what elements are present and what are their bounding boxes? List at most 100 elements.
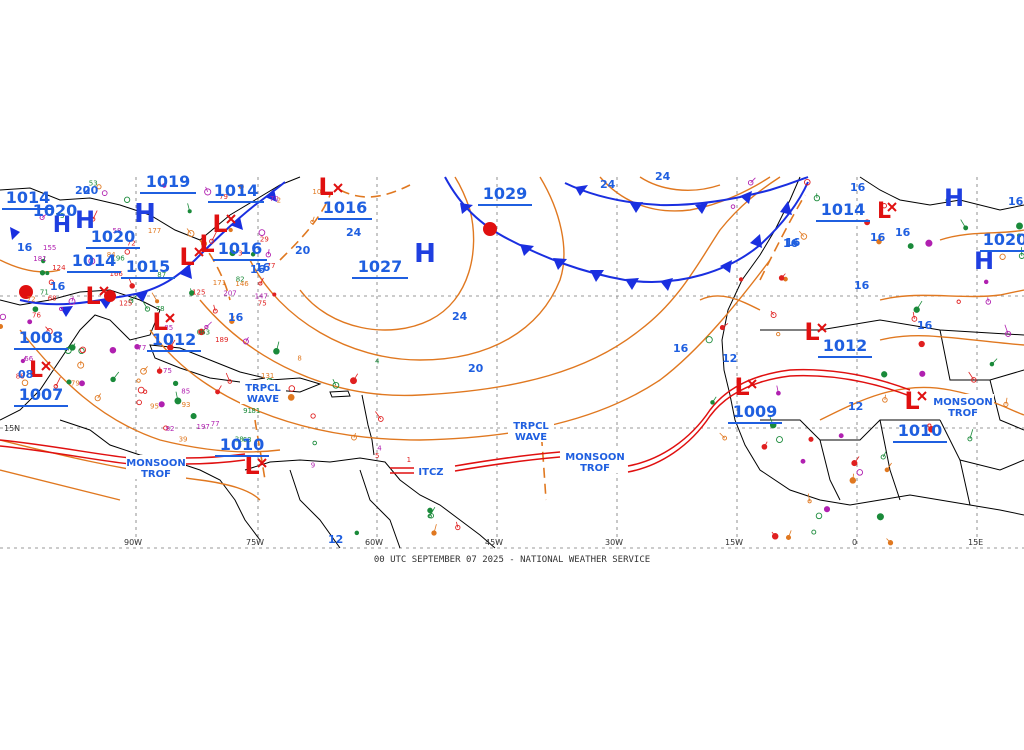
longitude-label: 15W (725, 538, 743, 547)
isobar-label: 20 (75, 184, 91, 197)
station-value: 105 (312, 188, 325, 196)
pressure-value: 1014 (214, 181, 259, 200)
wind-barb (225, 372, 231, 382)
station-value: 88 (16, 372, 25, 380)
wind-barb (886, 538, 891, 543)
station-marker (881, 371, 888, 378)
station-marker (250, 252, 256, 257)
station-marker (838, 433, 844, 439)
wind-barb (968, 371, 975, 381)
station-value: 72 (27, 296, 36, 304)
wind-barb (55, 377, 61, 387)
isobar-label: 08 (18, 368, 33, 381)
station-marker (808, 436, 814, 442)
station-value: 125 (119, 300, 132, 308)
station-marker (287, 394, 295, 401)
wind-barb (217, 385, 222, 393)
wind-barb (42, 256, 46, 262)
station-marker (377, 416, 384, 422)
station-value: 76 (32, 311, 41, 319)
monsoon-trough-label: TROF (141, 469, 171, 480)
feature-labels: TRPCL WAVE TRPCL WAVE MONSOON TROF MONSO… (126, 380, 994, 480)
wind-barb (71, 296, 74, 302)
wind-barb (1005, 397, 1008, 405)
wind-barb (143, 366, 148, 372)
wind-barb (97, 393, 102, 399)
station-marker (811, 529, 817, 535)
station-marker (776, 331, 781, 337)
station-marker (79, 346, 87, 354)
station-value: 82 (236, 275, 245, 283)
station-marker (999, 253, 1006, 260)
station-value: 84 (107, 251, 116, 259)
station-marker (880, 454, 886, 460)
wind-barb (211, 231, 217, 242)
station-marker (94, 395, 101, 402)
pressure-value: 1012 (823, 336, 868, 355)
station-marker (48, 279, 55, 285)
wind-barb (206, 321, 212, 328)
station-marker (88, 257, 96, 265)
wind-barb (187, 203, 191, 212)
station-value: 53 (89, 180, 98, 188)
station-marker (229, 250, 236, 257)
high-center-symbol: H (414, 239, 436, 269)
station-marker (27, 319, 33, 325)
isobars (0, 176, 1024, 501)
wind-barb (1004, 324, 1009, 335)
station-marker (967, 436, 973, 442)
high-center-symbol: H (53, 213, 71, 238)
station-marker (204, 324, 209, 330)
isobar-label: 16 (917, 319, 933, 332)
station-value: 146 (235, 280, 249, 288)
station-marker (158, 401, 165, 408)
wind-barb (353, 373, 359, 381)
station-marker (815, 512, 823, 520)
low-center-symbol: L (152, 308, 167, 336)
wind-barb (312, 216, 315, 223)
station-marker (136, 378, 141, 383)
low-center-symbol: L (734, 373, 749, 401)
low-center-symbol: L (877, 199, 891, 224)
station-marker (925, 239, 933, 247)
tropical-wave-label: WAVE (247, 394, 279, 405)
station-marker (68, 297, 76, 305)
low-center-symbol: L (804, 318, 819, 346)
station-marker (190, 413, 197, 420)
station-value: 93 (182, 401, 191, 409)
station-marker (209, 238, 215, 244)
station-value: 8 (297, 355, 301, 363)
isobar-label: 16 (50, 280, 66, 293)
station-marker (96, 184, 102, 190)
station-marker (227, 379, 233, 384)
map-caption: 00 UTC SEPTEMBER 07 2025 - NATIONAL WEAT… (373, 555, 651, 565)
wind-barb (456, 521, 459, 528)
tropical-wave-label: TRPCL (245, 383, 281, 394)
station-value: 87 (157, 271, 166, 279)
station-marker (312, 440, 317, 446)
station-value: 82 (166, 425, 175, 433)
longitude-label: 90W (124, 538, 142, 547)
wind-barb (45, 326, 50, 332)
wind-barb (151, 292, 158, 302)
station-value: 78 (156, 305, 165, 313)
station-marker (59, 306, 64, 311)
pressure-value: 1007 (19, 385, 64, 404)
station-value: 75 (258, 299, 267, 307)
pressure-value: 1027 (358, 257, 403, 276)
low-center-symbol: L (85, 282, 100, 310)
wind-barb (798, 230, 805, 237)
wind-barb (41, 212, 49, 218)
longitude-label: 0 (852, 538, 857, 547)
high-center-symbol: H (134, 199, 156, 229)
station-marker (1005, 330, 1012, 337)
pressure-value: 1016 (218, 239, 263, 258)
isobar-label: 24 (452, 310, 468, 323)
isobar-label: 16 (783, 237, 799, 250)
station-value: 189 (215, 336, 228, 344)
wind-barb (788, 530, 792, 538)
station-marker (0, 324, 4, 329)
station-marker (354, 530, 360, 536)
station-value: 71 (40, 289, 49, 297)
